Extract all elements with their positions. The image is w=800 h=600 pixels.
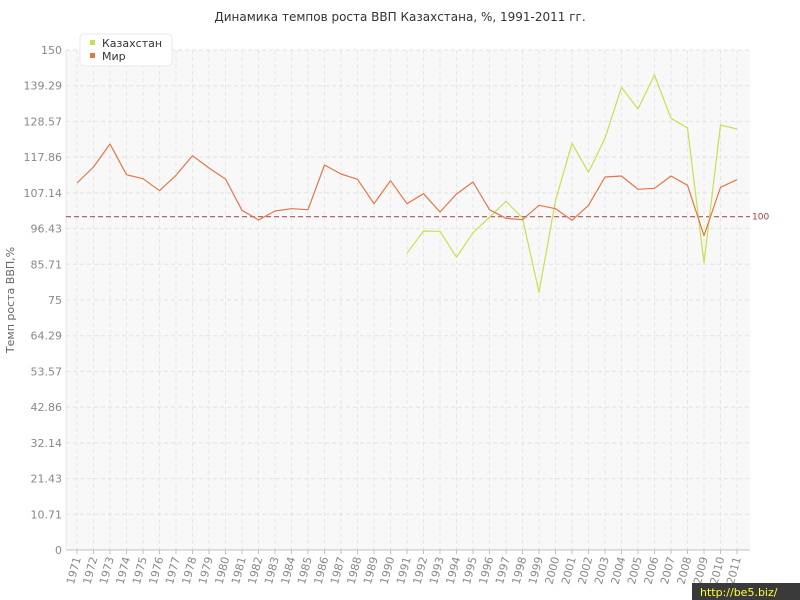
- series-line-kazakhstan: [406, 74, 738, 293]
- reference-line-group: 100: [66, 213, 769, 223]
- watermark-text: http://be5.biz/: [700, 586, 778, 599]
- y-tick-label: 10.71: [31, 508, 63, 521]
- y-tick-label: 85.71: [31, 258, 63, 271]
- reference-line-label: 100: [752, 213, 769, 223]
- y-tick-label: 139.29: [24, 80, 63, 93]
- series-group: [76, 74, 738, 293]
- y-tick-label: 32.14: [31, 437, 63, 450]
- y-tick-label: 150: [41, 44, 62, 57]
- legend-swatch-kazakhstan: [90, 40, 95, 45]
- watermark-background: [692, 583, 800, 600]
- legend-box: [79, 33, 173, 67]
- y-axis-label: Темп роста ВВП,%: [4, 247, 17, 354]
- grid: [66, 49, 750, 550]
- legend-swatch-world: [90, 53, 95, 58]
- series-line-world: [76, 143, 738, 237]
- y-tick-label: 64.29: [31, 330, 63, 343]
- y-tick-label: 42.86: [31, 401, 63, 414]
- chart-title: Динамика темпов роста ВВП Казахстана, %,…: [214, 10, 585, 24]
- watermark: http://be5.biz/: [692, 583, 800, 600]
- legend-label-kazakhstan: Казахстан: [102, 37, 162, 50]
- legend-label-world: Мир: [102, 50, 126, 63]
- legend: Казахстан Мир: [79, 33, 173, 67]
- y-tick-label: 0: [55, 544, 62, 557]
- y-tick-label: 107.14: [24, 187, 63, 200]
- x-axis-ticks: 1971197219731974197519761977197819791980…: [64, 550, 744, 586]
- y-tick-label: 21.43: [31, 473, 63, 486]
- y-tick-label: 117.86: [24, 151, 63, 164]
- y-tick-label: 96.43: [31, 223, 63, 236]
- y-tick-label: 53.57: [31, 365, 63, 378]
- y-tick-label: 75: [48, 294, 62, 307]
- y-axis-ticks: 0 10.71 21.43 32.14 42.86 53.57 64.29 75 85.71 96…: [24, 44, 63, 557]
- y-tick-label: 128.57: [24, 115, 63, 128]
